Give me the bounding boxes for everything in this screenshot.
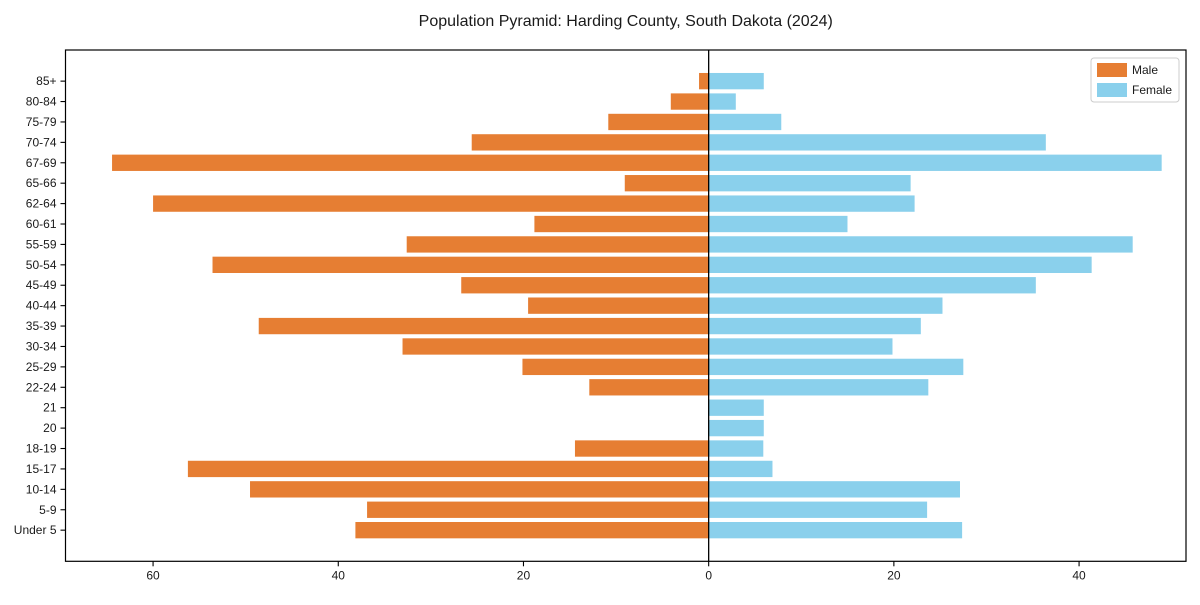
svg-text:85+: 85+ <box>36 74 56 88</box>
svg-text:45-49: 45-49 <box>26 278 57 292</box>
svg-text:40: 40 <box>332 568 346 582</box>
svg-text:65-66: 65-66 <box>26 176 57 190</box>
svg-text:Population Pyramid: Harding Co: Population Pyramid: Harding County, Sout… <box>419 13 833 30</box>
svg-text:5-9: 5-9 <box>39 503 57 517</box>
svg-text:40-44: 40-44 <box>26 299 57 313</box>
svg-text:30-34: 30-34 <box>26 339 57 353</box>
svg-text:22-24: 22-24 <box>26 380 57 394</box>
svg-text:40: 40 <box>1072 568 1086 582</box>
svg-text:15-17: 15-17 <box>26 462 57 476</box>
svg-text:70-74: 70-74 <box>26 135 57 149</box>
svg-text:Female: Female <box>1132 83 1172 97</box>
svg-text:75-79: 75-79 <box>26 115 57 129</box>
svg-text:50-54: 50-54 <box>26 258 57 272</box>
svg-text:60: 60 <box>146 568 160 582</box>
svg-text:35-39: 35-39 <box>26 319 57 333</box>
svg-text:20: 20 <box>887 568 901 582</box>
svg-text:20: 20 <box>517 568 531 582</box>
svg-text:Male: Male <box>1132 63 1158 77</box>
svg-text:20: 20 <box>43 421 57 435</box>
svg-text:55-59: 55-59 <box>26 237 57 251</box>
svg-text:25-29: 25-29 <box>26 360 57 374</box>
svg-text:80-84: 80-84 <box>26 95 57 109</box>
svg-text:60-61: 60-61 <box>26 217 57 231</box>
svg-text:Under 5: Under 5 <box>14 523 57 537</box>
svg-text:0: 0 <box>705 568 712 582</box>
svg-text:18-19: 18-19 <box>26 442 57 456</box>
svg-text:67-69: 67-69 <box>26 156 57 170</box>
svg-text:21: 21 <box>43 401 57 415</box>
svg-text:10-14: 10-14 <box>26 482 57 496</box>
svg-text:62-64: 62-64 <box>26 197 57 211</box>
